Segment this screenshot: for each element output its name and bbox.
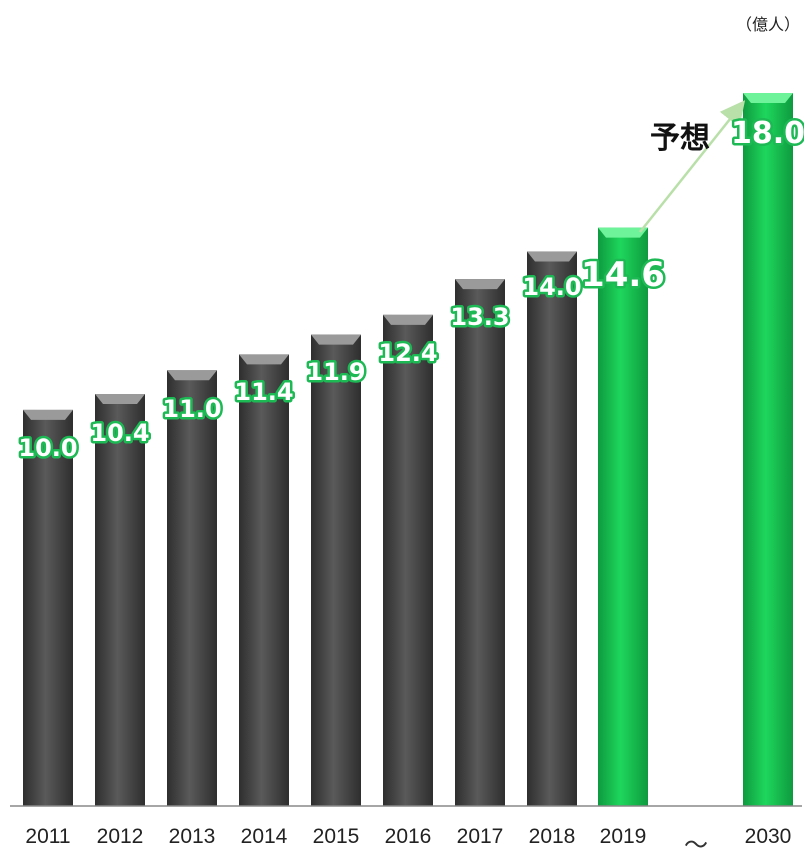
x-tick-2018: 2018 [529,825,576,848]
bar-2016 [383,314,433,806]
bar-body-2019 [598,227,648,806]
bar-2013 [167,370,217,806]
bar-body-2017 [455,279,505,806]
forecast-label: 予想 [650,121,710,156]
forecast-arrow [639,100,746,233]
bar-2017 [455,279,505,806]
value-label-2015: 11.9 [306,358,365,386]
bar-2012 [95,394,145,806]
bar-cap-2012 [95,394,145,405]
bar-2018 [527,251,577,806]
bar-body-2018 [527,251,577,806]
bar-cap-2011 [23,409,73,420]
x-tick-2013: 2013 [169,825,216,848]
bar-2014 [239,354,289,806]
bar-body-2012 [95,394,145,806]
value-label-2030: 18.0 [731,116,804,151]
bar-cap-2014 [239,354,289,365]
bar-body-2015 [311,334,361,806]
value-label-2013: 11.0 [162,395,221,423]
value-label-2011: 10.0 [18,434,77,462]
bar-2019 [598,227,648,806]
bar-cap-2015 [311,334,361,345]
bar-2011 [23,409,73,806]
bar-body-2011 [23,409,73,806]
value-label-2018: 14.0 [522,273,581,301]
bar-cap-2016 [383,314,433,325]
value-labels: 10.0 10.4 11.0 11.4 11.9 12.4 13.3 14.0 14.6 18.0 [16,114,804,465]
value-label-2016: 12.4 [378,339,437,367]
bar-cap-2017 [455,279,505,290]
x-tick-2030: 2030 [745,825,792,848]
x-tick-2012: 2012 [97,825,144,848]
bar-body-2014 [239,354,289,806]
bar-cap-2013 [167,370,217,381]
bar-cap-2030 [743,93,793,103]
bar-cap-2019 [598,227,648,238]
x-tick-2016: 2016 [385,825,432,848]
bar-2030 [743,93,793,806]
bars-group [23,93,793,806]
value-label-2017: 13.3 [450,303,509,331]
value-label-2012: 10.4 [90,419,149,447]
value-label-2014: 11.4 [234,378,293,406]
bar-body-2013 [167,370,217,806]
x-tick-2015: 2015 [313,825,360,848]
bar-2015 [311,334,361,806]
value-label-2019: 14.6 [581,255,665,295]
bar-cap-2018 [527,251,577,262]
bar-body-2016 [383,314,433,806]
x-tick-2019: 2019 [600,825,647,848]
x-tick-2011: 2011 [25,825,70,848]
x-tick-2017: 2017 [457,825,504,848]
unit-label: （億人） [736,15,800,34]
x-tick-2014: 2014 [241,825,288,848]
x-tick-labels: 2011 2012 2013 2014 2015 2016 2017 2018 2019 2030 [25,825,791,848]
axis-break-symbol: ～ [684,831,708,855]
bar-body-2030 [743,93,793,806]
